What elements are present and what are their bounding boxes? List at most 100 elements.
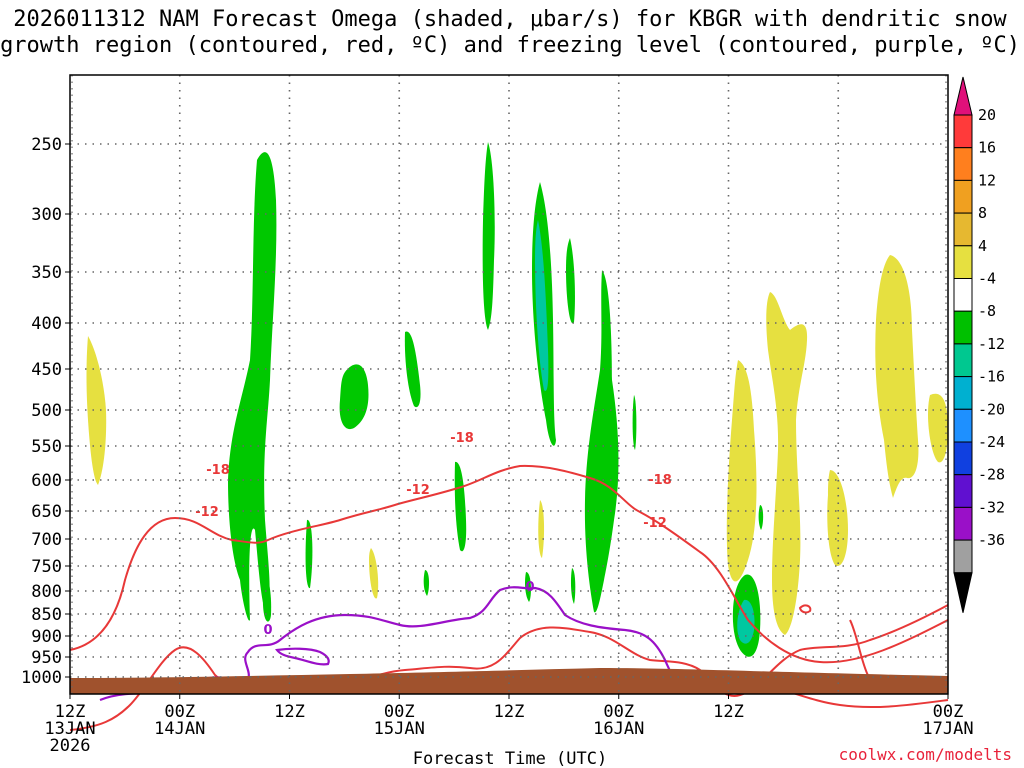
- x-tick-label: 12Z: [274, 702, 305, 722]
- y-tick-label: 950: [31, 648, 62, 668]
- colorbar-label: 16: [978, 139, 996, 157]
- colorbar-swatch: [953, 179, 973, 214]
- colorbar-swatch: [953, 278, 973, 312]
- omega-region-upward-7: [454, 461, 467, 552]
- colorbar-label: -8: [978, 302, 996, 320]
- colorbar-swatch: [953, 474, 973, 508]
- colorbar-swatch: [953, 245, 973, 280]
- y-tick-label: 350: [31, 263, 62, 283]
- omega-region-upward-3: [305, 519, 313, 589]
- colorbar-swatch: [953, 408, 973, 443]
- omega-region-upward-4: [339, 364, 369, 430]
- omega-region-upward-14: [525, 572, 531, 602]
- omega-region-downward-4: [726, 360, 757, 582]
- contour-minus18: [69, 464, 949, 664]
- y-tick-label: 600: [31, 471, 62, 491]
- colorbar-label: -12: [978, 335, 1005, 353]
- contour-label: -12: [643, 516, 667, 531]
- colorbar-label: 4: [978, 237, 987, 255]
- x-tick-label: 16JAN: [593, 719, 644, 739]
- colorbar-label: -36: [978, 531, 1005, 549]
- omega-region-upward-1: [228, 152, 277, 621]
- contour-minus12-cell: [798, 604, 812, 614]
- omega-region-upward-15: [758, 505, 764, 530]
- omega-shading: [86, 142, 948, 657]
- y-tick-label: 750: [31, 557, 62, 577]
- contour-label: 0: [525, 580, 534, 595]
- x-tick-label: 12Z: [55, 702, 86, 722]
- colorbar-label: 12: [978, 171, 996, 189]
- colorbar-swatch: [953, 376, 973, 410]
- contour-label-group: -18 -18 -18 -12 -12 -12 0 0: [195, 431, 672, 638]
- colorbar-swatch: [953, 343, 973, 378]
- contour-label: -18: [450, 431, 474, 446]
- x-tick-label: 17JAN: [922, 719, 973, 739]
- y-tick-label: 900: [31, 627, 62, 647]
- y-axis: 2503003504004505005506006507007508008509…: [21, 135, 70, 688]
- colorbar-arrow-bottom: [953, 572, 973, 613]
- omega-region-upward-11: [632, 395, 637, 450]
- omega-region-upward-9: [566, 238, 575, 324]
- colorbar-swatch: [953, 212, 973, 247]
- omega-region-strong-upward-1: [535, 220, 549, 391]
- y-tick-label: 400: [31, 314, 62, 334]
- omega-region-downward-5: [766, 292, 808, 635]
- omega-region-upward-12: [570, 568, 576, 604]
- omega-region-upward-13: [423, 570, 430, 596]
- colorbar-label: -24: [978, 433, 1005, 451]
- contour-label: 0: [263, 623, 272, 638]
- y-tick-label: 850: [31, 605, 62, 625]
- y-tick-label: 450: [31, 360, 62, 380]
- credit-text: coolwx.com/modelts: [839, 745, 1012, 764]
- contour-minus12: [69, 604, 949, 731]
- colorbar-label: -32: [978, 498, 1005, 516]
- colorbar-swatch: [953, 147, 973, 181]
- x-tick-label: 15JAN: [374, 719, 425, 739]
- contour-zero-small-2: [275, 647, 330, 666]
- contour-label: -18: [206, 463, 230, 478]
- chart-title-line2: growth region (contoured, red, ºC) and f…: [0, 33, 1020, 58]
- omega-region-downward-3: [538, 500, 545, 558]
- omega-region-downward-2: [369, 548, 379, 599]
- y-tick-label: 800: [31, 582, 62, 602]
- colorbar-label: -28: [978, 466, 1005, 484]
- plot-area: -18 -18 -18 -12 -12 -12 0 0: [69, 74, 949, 731]
- y-tick-label: 650: [31, 502, 62, 522]
- grid-lines: [70, 75, 948, 694]
- colorbar-swatch: [953, 539, 973, 574]
- contour-label: -18: [648, 473, 672, 488]
- x-tick-label: 00Z: [603, 702, 634, 722]
- y-tick-label: 700: [31, 530, 62, 550]
- colorbar: 20 16 12 8 4 -4 -8 -12 -16 -20 -24 -28 -32 -36: [953, 76, 1005, 613]
- colorbar-arrow-top: [953, 76, 973, 116]
- x-tick-label: 14JAN: [154, 719, 205, 739]
- omega-region-upward-10: [584, 270, 619, 613]
- colorbar-label: -20: [978, 400, 1005, 418]
- x-tick-label: 12Z: [713, 702, 744, 722]
- x-tick-label: 13JAN: [44, 719, 95, 739]
- colorbar-label: -16: [978, 368, 1005, 386]
- colorbar-swatch: [953, 506, 973, 541]
- x-axis-title: Forecast Time (UTC): [413, 749, 607, 768]
- x-tick-label: 00Z: [164, 702, 195, 722]
- omega-region-downward-8: [928, 393, 948, 463]
- chart-title-line1: 2026011312 NAM Forecast Omega (shaded, μ…: [13, 7, 1007, 32]
- contour-label: -12: [406, 483, 430, 498]
- contour-label: -12: [195, 505, 219, 520]
- x-tick-label: 00Z: [384, 702, 415, 722]
- x-tick-label: 00Z: [933, 702, 964, 722]
- omega-region-upward-6: [482, 142, 495, 330]
- y-tick-label: 550: [31, 437, 62, 457]
- omega-region-downward-7: [875, 255, 919, 498]
- colorbar-label: -4: [978, 270, 996, 288]
- x-tick-label: 2026: [50, 736, 91, 756]
- colorbar-label: 20: [978, 106, 996, 124]
- y-tick-label: 250: [31, 135, 62, 155]
- omega-region-downward-1: [86, 336, 107, 485]
- dsgr-contours: [69, 464, 949, 731]
- omega-region-upward-5: [404, 331, 421, 408]
- terrain-fill: [70, 668, 948, 694]
- omega-region-upward-2: [262, 574, 272, 622]
